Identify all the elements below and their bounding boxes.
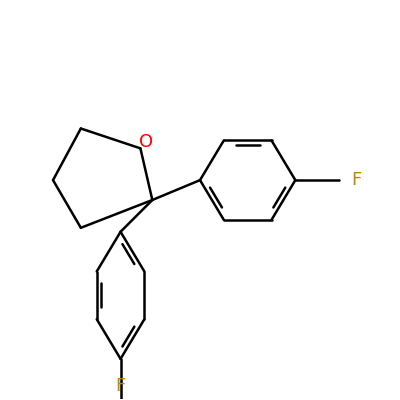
- Text: O: O: [139, 134, 154, 152]
- Text: F: F: [351, 171, 361, 189]
- Text: F: F: [116, 377, 126, 395]
